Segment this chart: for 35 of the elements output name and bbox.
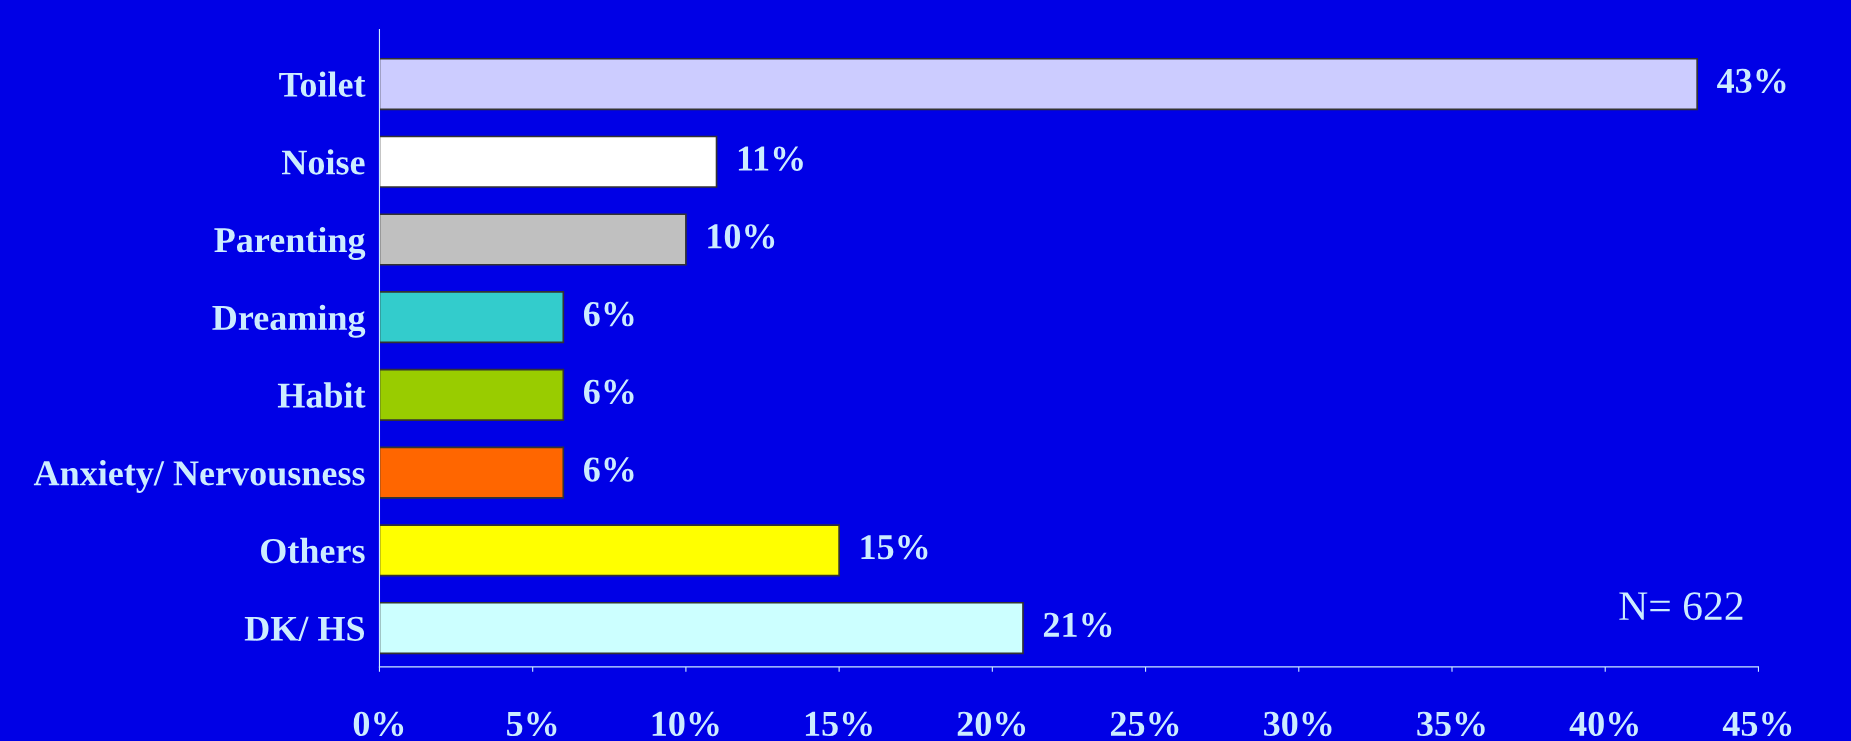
x-tick-label: 40%	[1569, 711, 1638, 737]
x-tick-label: 45%	[1722, 711, 1792, 737]
annotation: N= 622	[1619, 592, 1743, 621]
x-tick-label: 25%	[1110, 711, 1179, 737]
bar	[379, 601, 1024, 655]
x-tick-label: 0%	[353, 711, 404, 737]
bar	[379, 135, 718, 188]
y-tick-label: Habit	[277, 382, 366, 408]
bar	[379, 368, 565, 421]
y-tick-label: Others	[261, 537, 365, 564]
y-tick-label: Toilet	[279, 71, 366, 97]
data-label: 43%	[1717, 68, 1786, 94]
data-label: 6%	[584, 379, 634, 405]
x-tick-label: 30%	[1264, 711, 1332, 737]
data-label: 21%	[1043, 612, 1112, 638]
y-tick-label: Anxiety/ Nervousness	[33, 460, 365, 493]
bar	[379, 524, 840, 577]
y-tick-label: DK/ HS	[244, 616, 365, 641]
x-tick-label: 35%	[1417, 711, 1485, 737]
x-tick-label: 20%	[957, 711, 1026, 737]
y-tick-label: Parenting	[214, 226, 366, 260]
x-tick-label: 15%	[805, 711, 872, 737]
bar	[379, 57, 1698, 111]
y-tick-label: Dreaming	[212, 304, 366, 338]
data-label: 10%	[708, 224, 775, 249]
bar	[379, 213, 687, 266]
data-label: 6%	[584, 301, 634, 327]
x-tick-label: 10%	[652, 711, 719, 737]
bar	[379, 446, 565, 499]
x-tick-label: 5%	[507, 711, 557, 737]
data-label: 6%	[584, 457, 634, 482]
y-tick-label: Noise	[282, 149, 365, 175]
data-label: 15%	[861, 535, 928, 560]
data-label: 11%	[738, 146, 803, 171]
bar	[379, 291, 565, 344]
